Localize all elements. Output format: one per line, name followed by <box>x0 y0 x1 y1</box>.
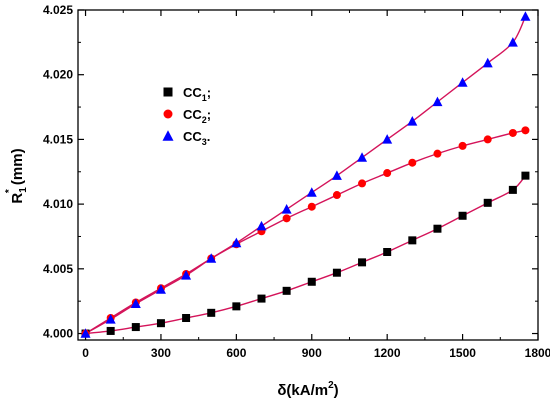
data-point <box>458 211 467 220</box>
data-point <box>408 236 417 245</box>
x-tick-label: 900 <box>302 346 322 360</box>
data-point <box>232 302 241 311</box>
legend-label: CC2; <box>183 107 211 125</box>
x-tick-label: 1500 <box>449 346 476 360</box>
y-axis: 4.000 4.005 4.010 4.015 4.020 4.025 <box>43 3 538 341</box>
plot-frame <box>77 9 539 341</box>
legend: CC1; CC2; CC3. <box>162 85 211 147</box>
data-point <box>432 96 443 107</box>
data-point <box>408 158 417 167</box>
data-point <box>130 298 141 309</box>
x-tick-label: 1200 <box>374 346 401 360</box>
y-tick-label: 4.005 <box>43 262 73 276</box>
data-point <box>281 204 292 214</box>
data-point <box>105 314 116 324</box>
data-point <box>482 57 493 68</box>
data-point <box>80 328 91 338</box>
data-point <box>508 185 517 194</box>
data-markers <box>80 11 531 338</box>
data-point <box>520 11 531 21</box>
data-point <box>358 179 367 188</box>
fit-lines <box>85 16 527 335</box>
legend-marker <box>163 109 173 119</box>
data-point <box>483 198 492 207</box>
x-axis-title-tail: ) <box>334 382 339 399</box>
data-point <box>433 149 442 158</box>
data-point <box>131 323 140 332</box>
x-axis-title: δ(kA/m2) <box>277 380 338 399</box>
y-axis-title: R1* (mm) <box>4 148 29 203</box>
y-tick-label: 4.015 <box>43 132 73 146</box>
data-point <box>331 170 342 180</box>
data-point <box>383 169 392 178</box>
series-3 <box>80 11 531 338</box>
data-point <box>357 152 368 162</box>
data-point <box>382 134 393 144</box>
y-tick-label: 4.020 <box>43 68 73 82</box>
y-axis-title-sub: 1 <box>18 187 29 193</box>
data-point <box>206 253 217 263</box>
data-point <box>307 202 316 211</box>
data-point <box>282 286 291 295</box>
data-point <box>256 220 267 231</box>
legend-marker <box>162 130 174 141</box>
fit-line <box>85 129 526 335</box>
data-point <box>332 191 341 200</box>
x-tick-label: 0 <box>82 346 89 360</box>
data-point <box>521 171 530 180</box>
y-axis-title-tail: (mm) <box>9 148 26 189</box>
y-axis-title-sup: * <box>4 189 15 193</box>
legend-marker <box>163 87 173 97</box>
data-point <box>207 308 216 317</box>
data-point <box>156 319 165 328</box>
y-tick-label: 4.010 <box>43 197 73 211</box>
y-tick-label: 4.025 <box>43 3 73 17</box>
x-axis: 0 300 600 900 1200 1500 1800 <box>82 10 550 360</box>
data-point <box>521 126 530 135</box>
legend-label: CC3. <box>183 129 210 147</box>
series-2 <box>81 126 530 338</box>
y-axis-title-main: R <box>9 193 26 204</box>
data-point <box>182 314 191 322</box>
x-tick-label: 600 <box>226 346 246 360</box>
y-tick-label: 4.000 <box>43 327 73 341</box>
data-point <box>383 248 392 256</box>
data-point <box>332 268 341 277</box>
data-point <box>433 224 442 233</box>
data-point <box>306 187 317 197</box>
fit-line <box>85 175 526 335</box>
data-point <box>155 284 166 294</box>
data-point <box>358 258 367 267</box>
data-point <box>458 141 467 150</box>
data-point <box>106 326 115 335</box>
data-point <box>457 77 468 87</box>
data-point <box>181 270 192 280</box>
data-point <box>508 128 517 137</box>
x-tick-label: 1800 <box>525 346 550 360</box>
data-point <box>307 277 316 286</box>
x-axis-title-main: δ(kA/m <box>277 382 328 399</box>
data-point <box>282 214 291 223</box>
data-point <box>257 294 266 303</box>
data-point <box>507 37 518 47</box>
data-point <box>407 116 418 126</box>
data-point <box>231 237 242 248</box>
x-tick-label: 300 <box>151 346 171 360</box>
fit-line <box>85 16 527 335</box>
legend-label: CC1; <box>183 85 211 103</box>
x-axis-title-sup: 2 <box>328 380 334 391</box>
data-point <box>483 135 492 144</box>
